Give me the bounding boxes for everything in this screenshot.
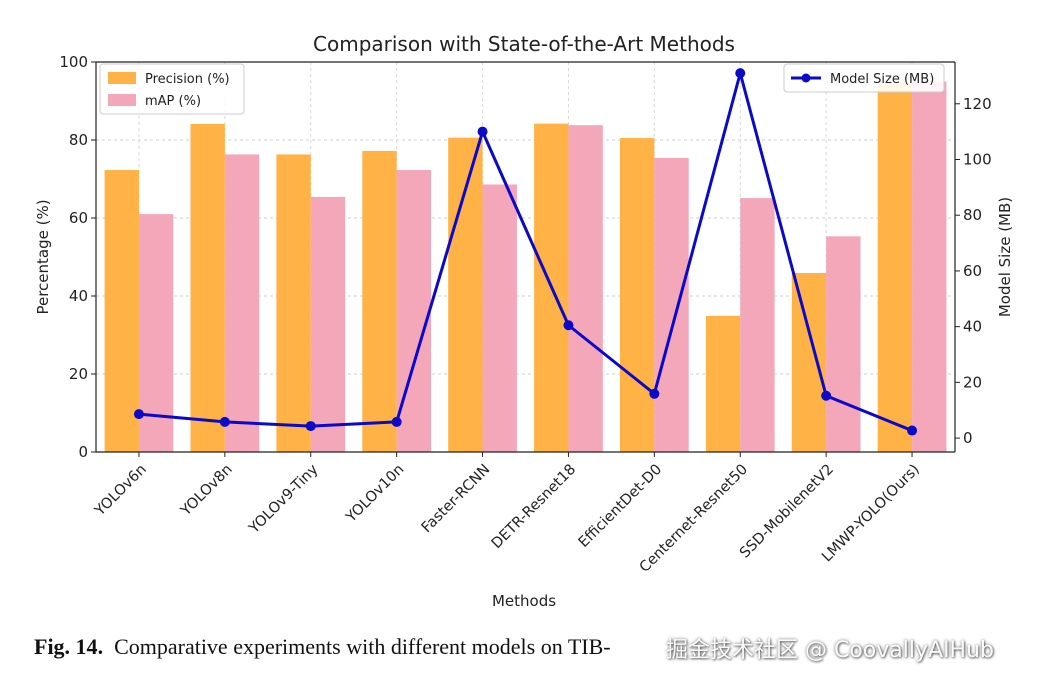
x-axis-label: Methods [492,592,556,610]
model-size-point [477,126,488,137]
legend-label-model-size: Model Size (MB) [830,72,934,87]
model-size-point [735,68,746,79]
chart-title: Comparison with State-of-the-Art Methods [313,32,735,56]
figure-caption: Fig. 14. Comparative experiments with di… [34,634,611,659]
x-tick-label: YOLOv8n [177,462,235,520]
x-tick-label: SSD-MobilenetV2 [737,462,837,562]
bar-map [568,125,603,453]
bar-map [310,196,346,452]
y-tick-label-left: 80 [69,131,88,149]
legend-swatch-precision [108,72,136,84]
bar-map [740,198,775,452]
x-tick-label: YOLOv9-Tiny [246,461,322,537]
x-tick-label: Faster-RCNN [419,462,494,537]
bar-precision [276,154,311,452]
y-tick-label-right: 120 [963,95,992,113]
y-tick-label-left: 40 [69,287,88,305]
y-tick-label-left: 0 [78,443,88,461]
legend-left: Precision (%) mAP (%) [99,63,245,115]
y-tick-label-right: 60 [963,262,982,280]
x-tick-label: LMWP-YOLO(Ours) [819,462,923,566]
bar-map [138,214,174,452]
y-tick-label-right: 80 [963,206,982,224]
y-tick-label-right: 40 [963,318,982,336]
bar-map [654,157,689,452]
bar-map [224,154,260,452]
y-axis-right-label: Model Size (MB) [996,197,1014,317]
bar-precision [619,138,655,453]
bar-precision [705,315,741,452]
caption-text: Comparative experiments with different m… [114,634,611,659]
bar-precision [791,272,827,452]
model-size-point [133,409,144,420]
model-size-point [649,388,660,399]
model-size-point [821,390,832,401]
chart: 0 20 40 60 80 100 0 20 40 60 80 100 120 YOLOv6n YOLOv8… [34,32,1014,610]
y-tick-label-left: 20 [69,365,88,383]
y-tick-label-right: 0 [963,429,973,447]
legend-label-map: mAP (%) [145,94,201,109]
watermark: 掘金技术社区 @ CoovallyAIHub [666,638,995,663]
x-tick-label: EfficientDet-D0 [576,462,665,551]
model-size-polyline [138,71,913,432]
model-size-point [391,416,402,427]
legend-label-precision: Precision (%) [145,72,230,87]
bar-map [826,236,861,452]
y-tick-label-right: 100 [963,151,992,169]
model-size-point [305,421,316,432]
y-tick-label-left: 60 [69,209,88,227]
axes [95,61,956,453]
legend-swatch-map [108,94,136,106]
legend-marker-model-size [801,73,811,83]
bar-precision [104,170,139,452]
y-tick-label-left: 100 [59,53,88,71]
legend-right: Model Size (MB) [783,63,945,93]
model-size-point [563,320,574,331]
bar-map [912,81,947,452]
y-tick-label-right: 20 [963,373,982,391]
x-tick-label: YOLOv6n [91,462,149,520]
bar-precision [877,81,913,452]
bar-precision [362,150,397,453]
y-axis-label: Percentage (%) [34,199,52,314]
caption-label: Fig. 14 [34,634,98,659]
model-size-point [219,416,230,427]
bar-map [482,184,517,452]
model-size-point [907,425,918,436]
model-size-line [133,68,918,436]
x-tick-label: YOLOv10n [343,462,408,527]
x-tick-label: DETR-Resnet18 [489,462,580,553]
bar-precision [190,124,225,452]
bars [104,81,947,453]
